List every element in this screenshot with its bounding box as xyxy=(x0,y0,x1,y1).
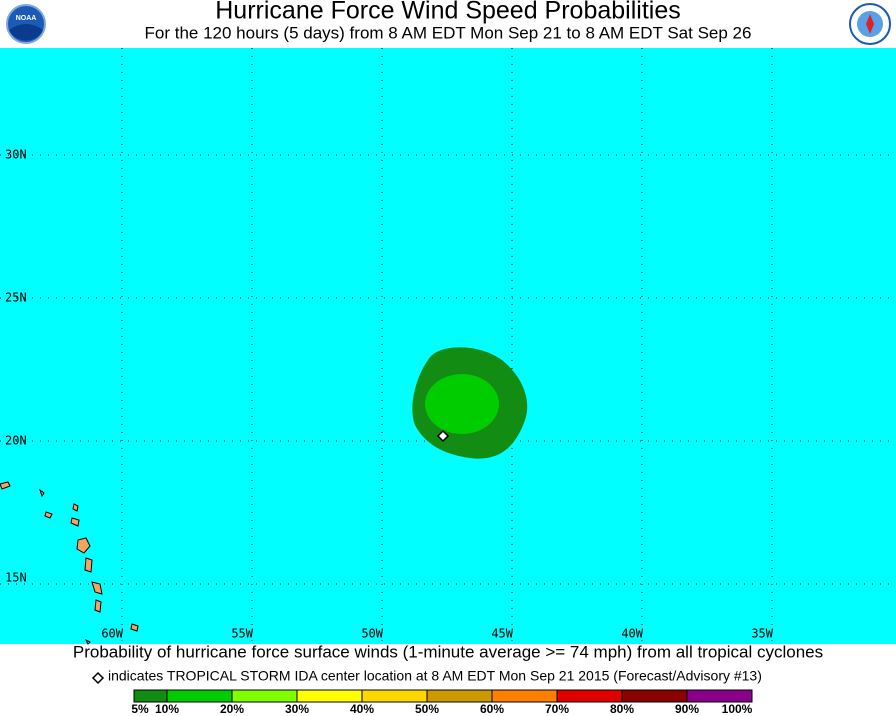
lon-label: 35W xyxy=(751,627,773,641)
storm-center xyxy=(436,429,450,443)
lat-label: 30N xyxy=(5,148,27,162)
scale-label: 60% xyxy=(480,702,504,716)
scale-label: 90% xyxy=(675,702,699,716)
scale-swatch xyxy=(231,689,298,703)
lon-label: 45W xyxy=(491,627,513,641)
scale-swatch xyxy=(296,689,363,703)
title: Hurricane Force Wind Speed Probabilities xyxy=(215,0,681,25)
scale-swatch xyxy=(166,689,233,703)
scale-swatch xyxy=(686,689,753,703)
scale-label: 40% xyxy=(350,702,374,716)
scale-label: 100% xyxy=(722,702,753,716)
scale-label: 70% xyxy=(545,702,569,716)
legend-note: indicates TROPICAL STORM IDA center loca… xyxy=(108,668,762,684)
scale-label: 5% xyxy=(131,702,149,716)
nws-logo xyxy=(849,3,891,45)
lon-label: 40W xyxy=(621,627,643,641)
scale-swatch xyxy=(361,689,428,703)
scale-swatch xyxy=(556,689,623,703)
scale-label: 80% xyxy=(610,702,634,716)
scale-label: 10% xyxy=(155,702,179,716)
lat-label: 25N xyxy=(5,291,27,305)
legend-diamond xyxy=(91,671,105,685)
lon-label: 55W xyxy=(231,627,253,641)
lat-label: 20N xyxy=(5,434,27,448)
color-scale: 5% 10% 20% 30% 40% 50% 60% 70% 80% 90% 100% xyxy=(131,689,753,716)
scale-label: 20% xyxy=(220,702,244,716)
scale-swatch xyxy=(491,689,558,703)
ocean xyxy=(0,48,896,644)
islands xyxy=(0,481,139,645)
logo-text: NOAA xyxy=(16,15,37,22)
lat-label: 15N xyxy=(5,571,27,585)
probability-area xyxy=(425,374,499,434)
noaa-logo: NOAA xyxy=(6,4,46,44)
subtitle: For the 120 hours (5 days) from 8 AM EDT… xyxy=(145,23,752,42)
caption: Probability of hurricane force surface w… xyxy=(73,642,823,661)
lon-label: 60W xyxy=(101,627,123,641)
scale-label: 50% xyxy=(415,702,439,716)
lon-label: 50W xyxy=(361,627,383,641)
scale-swatch xyxy=(133,689,168,703)
scale-swatch xyxy=(621,689,688,703)
scale-label: 30% xyxy=(285,702,309,716)
scale-swatch xyxy=(426,689,493,703)
